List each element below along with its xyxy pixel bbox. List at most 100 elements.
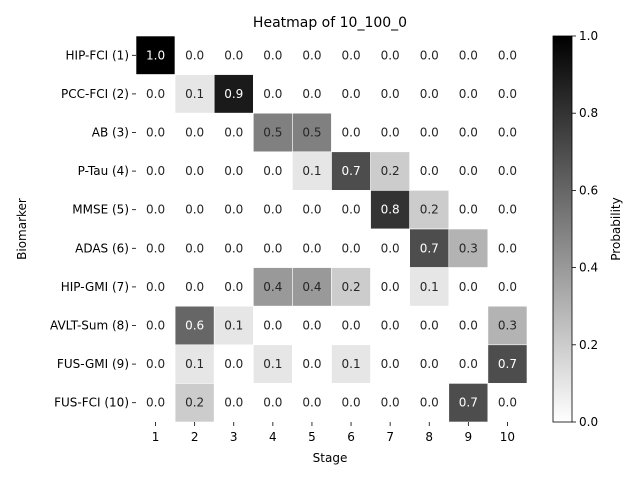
cell-value-label: 0.0 <box>498 164 517 178</box>
cell-value-label: 0.7 <box>498 357 517 371</box>
heatmap-cell <box>174 74 215 114</box>
heatmap-cell <box>409 305 450 346</box>
heatmap-cell <box>174 35 215 75</box>
cell-value-label: 0.0 <box>381 87 400 101</box>
x-tick-label: 4 <box>269 430 277 444</box>
cell-value-label: 0.2 <box>420 203 439 217</box>
cell-value-label: 0.0 <box>224 241 243 255</box>
heatmap-cell <box>292 344 332 384</box>
heatmap-cell <box>487 35 528 75</box>
heatmap-cell-labels: 1.0 0.0 0.0 0.0 0.0 0.0 0.0 0.0 0.0 0.0 0.0 0.1 0.9 0… <box>146 48 517 409</box>
cell-value-label: 0.0 <box>302 357 321 371</box>
cell-value-label: 0.0 <box>185 164 204 178</box>
cell-value-label: 0.0 <box>302 203 321 217</box>
cell-value-label: 0.0 <box>420 87 439 101</box>
heatmap-cell <box>448 344 489 384</box>
cell-value-label: 0.7 <box>342 164 361 178</box>
heatmap-cell <box>331 383 371 423</box>
x-tick-label: 3 <box>230 430 238 444</box>
heatmap-cell <box>448 383 489 423</box>
cell-value-label: 0.4 <box>302 280 321 294</box>
x-tick-label: 2 <box>191 430 199 444</box>
heatmap-cell <box>292 228 332 268</box>
cell-value-label: 0.1 <box>342 357 361 371</box>
heatmap-cell <box>487 151 528 191</box>
cell-value-label: 0.0 <box>420 48 439 62</box>
cell-value-label: 0.0 <box>342 126 361 140</box>
cell-value-label: 0.0 <box>224 126 243 140</box>
heatmap-cell <box>487 74 528 114</box>
heatmap-cell <box>448 151 489 191</box>
heatmap-cell <box>135 151 176 191</box>
cell-value-label: 0.0 <box>146 319 165 333</box>
cell-value-label: 0.1 <box>420 280 439 294</box>
cell-value-label: 0.0 <box>420 126 439 140</box>
heatmap-cell <box>409 267 450 307</box>
heatmap-cell <box>331 228 371 268</box>
heatmap-cell <box>370 151 411 191</box>
cell-value-label: 0.0 <box>146 203 165 217</box>
y-tick-label: FUS-GMI (9) <box>57 357 129 371</box>
cell-value-label: 0.0 <box>342 241 361 255</box>
cell-value-label: 0.0 <box>498 48 517 62</box>
x-tick-label: 7 <box>386 430 394 444</box>
cell-value-label: 0.3 <box>459 241 478 255</box>
heatmap-cell <box>331 305 371 346</box>
y-tick-label: HIP-GMI (7) <box>61 280 129 294</box>
cell-value-label: 0.0 <box>498 87 517 101</box>
colorbar-tick-label: 0.0 <box>579 415 598 429</box>
heatmap-cell <box>174 112 215 153</box>
cell-value-label: 0.0 <box>146 126 165 140</box>
cell-value-label: 0.0 <box>381 357 400 371</box>
cell-value-label: 0.0 <box>420 319 439 333</box>
x-tick-label: 5 <box>308 430 316 444</box>
cell-value-label: 0.9 <box>224 87 243 101</box>
cell-value-label: 0.0 <box>185 48 204 62</box>
heatmap-cell <box>370 267 411 307</box>
heatmap-cell <box>135 267 176 307</box>
cell-value-label: 0.0 <box>381 396 400 410</box>
cell-value-label: 0.7 <box>420 241 439 255</box>
cell-value-label: 0.0 <box>342 319 361 333</box>
heatmap-cell <box>253 267 293 307</box>
cell-value-label: 0.0 <box>263 87 282 101</box>
colorbar <box>553 36 572 422</box>
heatmap-cell <box>174 305 215 346</box>
cell-value-label: 0.0 <box>498 241 517 255</box>
colorbar-tick-label: 0.2 <box>579 338 598 352</box>
heatmap-cell <box>409 35 450 75</box>
cell-value-label: 0.0 <box>342 48 361 62</box>
heatmap-cell <box>409 74 450 114</box>
cell-value-label: 0.0 <box>302 319 321 333</box>
colorbar-tick-label: 0.6 <box>579 183 598 197</box>
heatmap-cell <box>448 190 489 230</box>
heatmap-cell <box>370 344 411 384</box>
cell-value-label: 0.5 <box>302 126 321 140</box>
heatmap-cell <box>331 267 371 307</box>
cell-value-label: 0.0 <box>459 87 478 101</box>
heatmap-cell <box>213 344 254 384</box>
x-axis-label: Stage <box>313 451 348 465</box>
x-tick-label: 8 <box>425 430 433 444</box>
cell-value-label: 1.0 <box>146 48 165 62</box>
cell-value-label: 0.0 <box>185 241 204 255</box>
cell-value-label: 0.3 <box>498 319 517 333</box>
heatmap-cell <box>292 112 332 153</box>
cell-value-label: 0.0 <box>420 357 439 371</box>
heatmap-cell <box>174 190 215 230</box>
heatmap-cell <box>253 305 293 346</box>
cell-value-label: 0.0 <box>224 396 243 410</box>
x-tick-label: 6 <box>347 430 355 444</box>
y-tick-label: AB (3) <box>92 126 129 140</box>
cell-value-label: 0.0 <box>263 396 282 410</box>
heatmap-cell <box>213 228 254 268</box>
cell-value-label: 0.2 <box>342 280 361 294</box>
heatmap-cell <box>292 190 332 230</box>
heatmap-cell <box>253 228 293 268</box>
heatmap-cell <box>174 383 215 423</box>
cell-value-label: 0.0 <box>459 319 478 333</box>
y-tick-label: AVLT-Sum (8) <box>50 319 129 333</box>
cell-value-label: 0.0 <box>146 280 165 294</box>
cell-value-label: 0.0 <box>263 241 282 255</box>
cell-value-label: 0.0 <box>185 280 204 294</box>
